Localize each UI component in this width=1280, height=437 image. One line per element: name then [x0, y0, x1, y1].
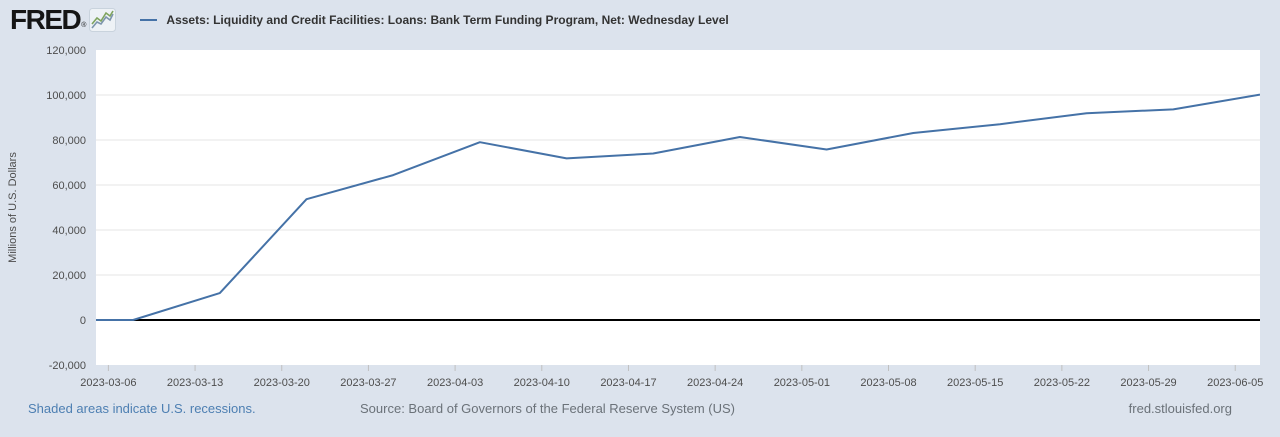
x-tick-label: 2023-04-17	[600, 377, 656, 389]
y-tick-label: -20,000	[49, 360, 86, 372]
y-tick-label: 100,000	[46, 90, 86, 102]
x-tick-label: 2023-05-29	[1120, 377, 1176, 389]
y-tick-label: 20,000	[52, 270, 86, 282]
header: FRED ® Assets: Liquidity and Credit Faci…	[0, 0, 1280, 40]
x-tick-label: 2023-05-01	[774, 377, 830, 389]
x-tick-label: 2023-03-13	[167, 377, 223, 389]
chart-svg: 120,000 100,000 80,000 60,000 40,000 20,000 0 -…	[7, 45, 1263, 389]
y-tick-label: 120,000	[46, 45, 86, 57]
legend-line-swatch	[140, 19, 158, 21]
x-tick-label: 2023-05-22	[1034, 377, 1090, 389]
x-tick-label: 2023-06-05	[1207, 377, 1263, 389]
x-tick-label: 2023-03-20	[254, 377, 310, 389]
source-text: Source: Board of Governors of the Federa…	[360, 401, 735, 416]
x-tick-label: 2023-03-06	[80, 377, 136, 389]
fred-logo-chart-icon	[89, 8, 117, 32]
x-tick-label: 2023-05-08	[860, 377, 916, 389]
y-axis-title: Millions of U.S. Dollars	[7, 152, 19, 263]
fred-site-link[interactable]: fred.stlouisfed.org	[1128, 401, 1232, 416]
y-tick-label: 0	[80, 315, 86, 327]
x-tick-label: 2023-04-24	[687, 377, 743, 389]
y-tick-label: 40,000	[52, 225, 86, 237]
x-tick-label: 2023-04-03	[427, 377, 483, 389]
y-tick-label: 60,000	[52, 180, 86, 192]
chart-canvas[interactable]: 120,000 100,000 80,000 60,000 40,000 20,000 0 -…	[0, 40, 1280, 395]
series-line[interactable]	[47, 93, 1261, 321]
legend-series-label: Assets: Liquidity and Credit Facilities:…	[166, 13, 729, 27]
footer: Shaded areas indicate U.S. recessions. S…	[0, 395, 1280, 437]
x-tick-label: 2023-04-10	[514, 377, 570, 389]
fred-logo-text: FRED	[10, 4, 82, 35]
x-tick-label: 2023-03-27	[340, 377, 396, 389]
chart-legend: Assets: Liquidity and Credit Facilities:…	[140, 13, 729, 27]
registered-trademark-mark: ®	[81, 22, 87, 29]
fred-logo[interactable]: FRED ®	[10, 4, 117, 35]
plot-area[interactable]	[96, 50, 1260, 365]
y-tick-label: 80,000	[52, 135, 86, 147]
recession-note-link[interactable]: Shaded areas indicate U.S. recessions.	[28, 401, 256, 416]
x-tick-label: 2023-05-15	[947, 377, 1003, 389]
